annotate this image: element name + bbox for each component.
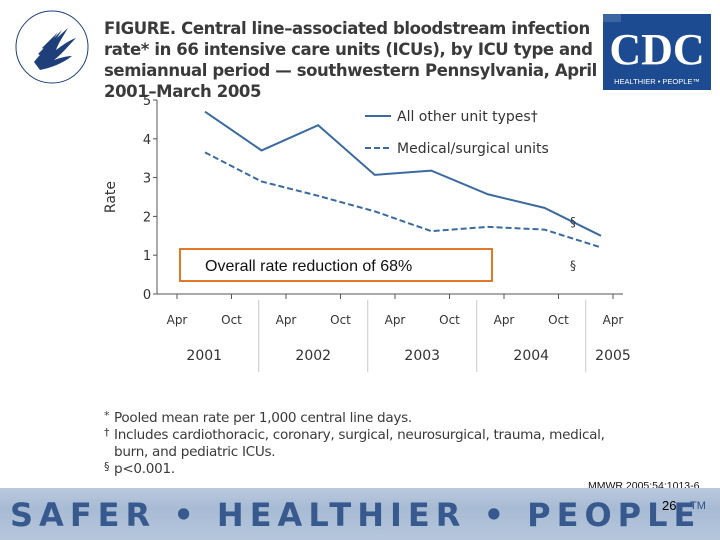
annotation-text: Overall rate reduction of 68% — [205, 258, 412, 275]
x-tick-label: Apr — [494, 313, 515, 327]
footnote-symbol: † — [104, 426, 110, 439]
footnote: § p<0.001. — [104, 460, 624, 478]
figure-label: FIGURE. — [104, 19, 176, 38]
year-label: 2005 — [595, 348, 631, 364]
y-tick-label: 3 — [143, 172, 151, 187]
series-lines: §§ — [204, 110, 602, 272]
footnote: * Pooled mean rate per 1,000 central line… — [104, 409, 624, 427]
y-tick-label: 1 — [143, 249, 151, 264]
footnote: † Includes cardiothoracic, coronary, surg… — [104, 426, 624, 461]
line-chart: 0 1 2 3 4 5 Rate Apr Oct Apr Oct Apr Oct Apr Oct Apr 20… — [103, 94, 631, 372]
significance-marker: § — [570, 215, 576, 229]
year-label: 2001 — [186, 348, 222, 364]
x-axis: Apr Oct Apr Oct Apr Oct Apr Oct Apr 2001 2002 2003 2… — [157, 293, 631, 372]
x-tick-label: Oct — [439, 313, 460, 327]
series-line-all-other — [204, 110, 602, 237]
footnote-text: Pooled mean rate per 1,000 central line … — [114, 410, 412, 426]
x-tick-label: Oct — [330, 313, 351, 327]
legend-label: All other unit types† — [397, 109, 538, 125]
significance-marker: § — [570, 258, 576, 272]
x-tick-label: Oct — [548, 313, 569, 327]
y-tick-label: 2 — [143, 210, 151, 225]
footnotes: * Pooled mean rate per 1,000 central line… — [104, 409, 624, 478]
y-axis: 0 1 2 3 4 5 Rate — [103, 94, 158, 303]
footnote-text: Includes cardiothoracic, coronary, surgi… — [114, 427, 605, 460]
x-tick-label: Apr — [167, 313, 188, 327]
year-label: 2003 — [404, 348, 440, 364]
y-tick-label: 5 — [143, 94, 151, 109]
footer-trademark: TM — [690, 500, 706, 512]
footnote-text: p<0.001. — [114, 461, 175, 477]
year-label: 2004 — [513, 348, 549, 364]
figure-title-text: Central line–associated bloodstream infe… — [104, 19, 597, 101]
year-label: 2002 — [295, 348, 331, 364]
y-tick-label: 4 — [143, 133, 151, 148]
x-tick-label: Apr — [276, 313, 297, 327]
hhs-logo — [15, 10, 89, 84]
footer-band — [0, 488, 720, 540]
x-tick-label: Apr — [385, 313, 406, 327]
y-axis-label: Rate — [103, 181, 119, 213]
x-tick-label: Oct — [221, 313, 242, 327]
figure-title: FIGURE. Central line–associated bloodstr… — [104, 18, 624, 102]
cdc-logo-text: CDC — [609, 25, 704, 74]
series-line-medical-surgical — [204, 151, 602, 249]
cdc-logo: CDC HEALTHIER • PEOPLE™ — [603, 14, 711, 90]
footer-slogan: SAFER • HEALTHIER • PEOPLE — [10, 496, 702, 534]
x-tick-label: Apr — [603, 313, 624, 327]
legend-label: Medical/surgical units — [397, 141, 549, 157]
annotation: Overall rate reduction of 68% — [179, 248, 493, 282]
legend: All other unit types† Medical/surgical un… — [365, 109, 549, 157]
footnote-symbol: * — [104, 409, 110, 422]
cdc-logo-tagline: HEALTHIER • PEOPLE™ — [614, 77, 700, 86]
page-number: 26 — [662, 498, 677, 513]
footnote-symbol: § — [104, 460, 110, 473]
annotation-box — [179, 248, 493, 282]
y-tick-label: 0 — [143, 288, 151, 303]
